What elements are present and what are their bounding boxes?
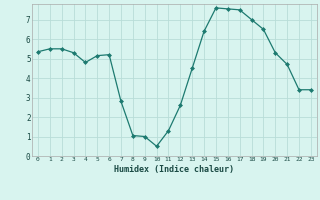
X-axis label: Humidex (Indice chaleur): Humidex (Indice chaleur) — [115, 165, 234, 174]
